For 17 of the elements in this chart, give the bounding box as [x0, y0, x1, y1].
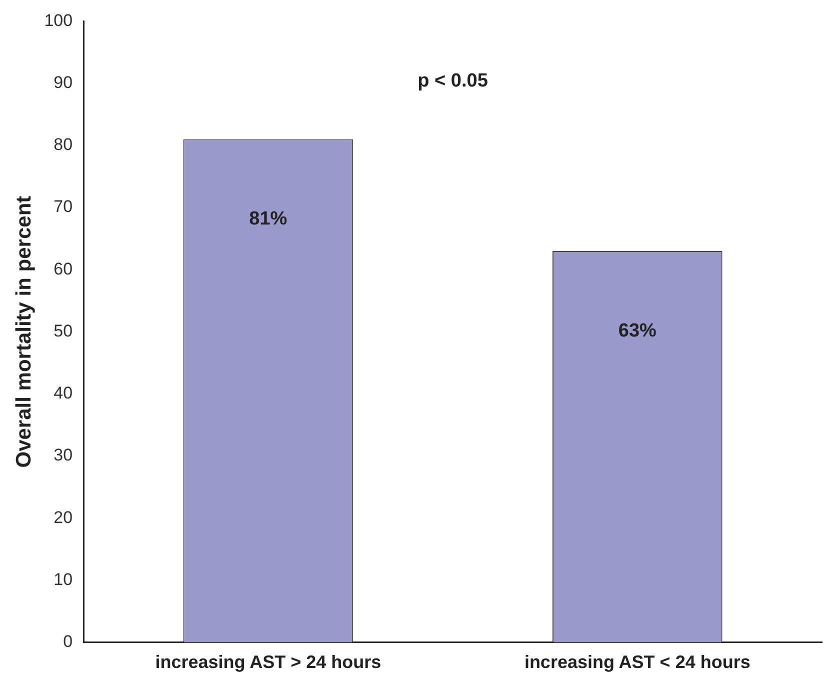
y-tick-label: 40: [54, 384, 73, 403]
data-label: 81%: [249, 208, 288, 230]
y-tick-label: 0: [63, 632, 73, 652]
annotation: p < 0.05: [418, 70, 488, 92]
y-tick-label: 70: [54, 197, 73, 216]
y-tick-label: 100: [44, 10, 73, 30]
y-tick-label: 90: [54, 73, 73, 92]
data-label: 63%: [618, 320, 657, 342]
y-tick-label: 10: [54, 570, 73, 589]
x-tick-label: increasing AST > 24 hours: [155, 652, 382, 672]
y-tick-label: 30: [54, 446, 73, 465]
y-tick-label: 50: [54, 321, 73, 340]
y-tick-label: 20: [54, 508, 73, 527]
y-tick-label: 60: [54, 259, 73, 278]
x-tick-label: increasing AST < 24 hours: [524, 652, 750, 672]
y-tick-label: 80: [54, 135, 73, 154]
y-axis-title: Overall mortality in percent: [12, 196, 36, 468]
